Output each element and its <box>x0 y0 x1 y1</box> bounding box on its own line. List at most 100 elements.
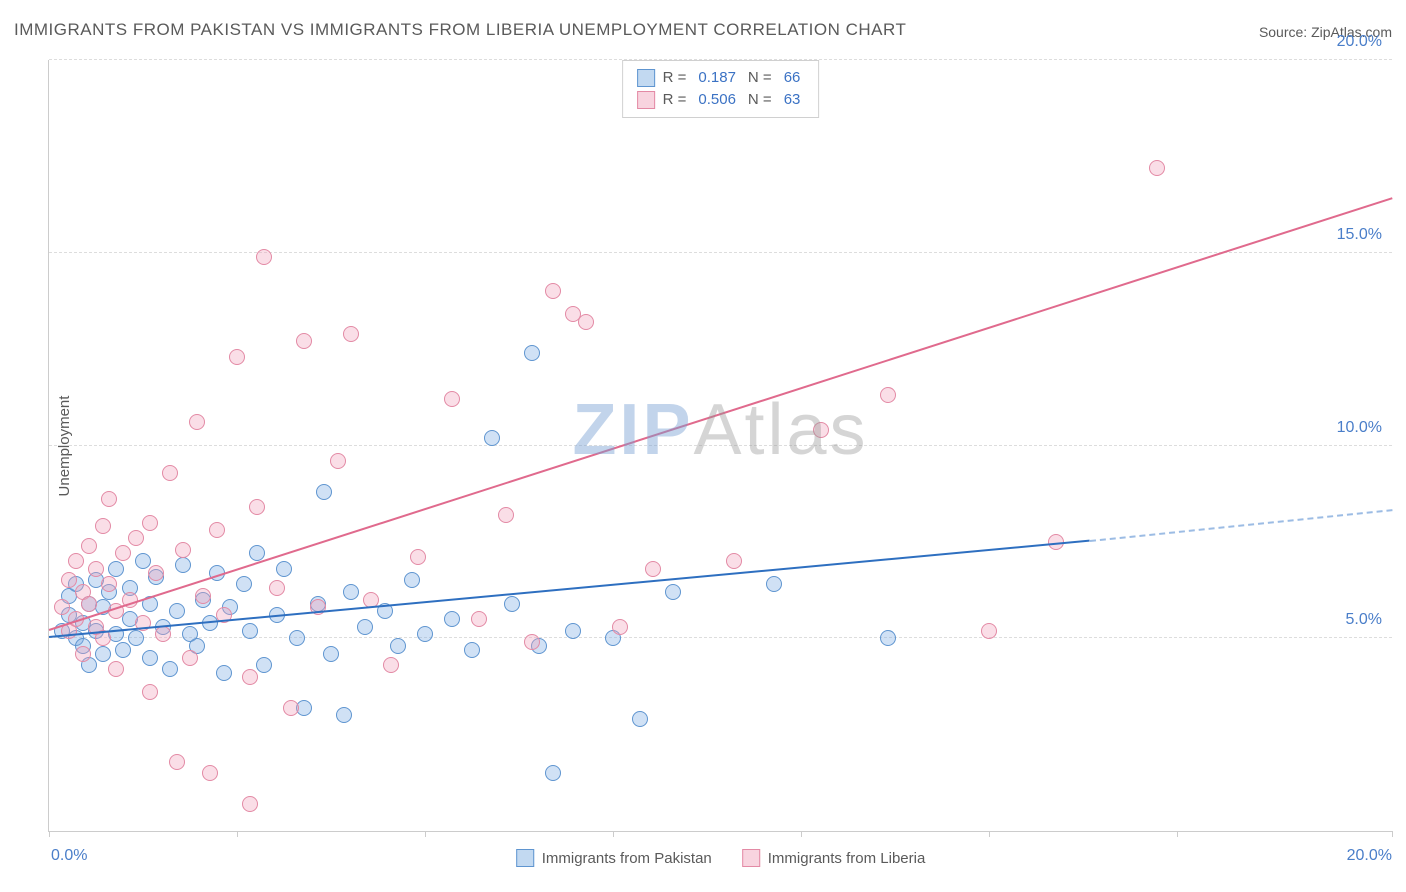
data-point-pakistan <box>545 765 561 781</box>
data-point-liberia <box>410 549 426 565</box>
swatch-liberia-icon <box>742 849 760 867</box>
data-point-pakistan <box>95 646 111 662</box>
data-point-pakistan <box>880 630 896 646</box>
data-point-liberia <box>343 326 359 342</box>
r-label: R = <box>663 67 687 89</box>
data-point-pakistan <box>404 572 420 588</box>
data-point-pakistan <box>444 611 460 627</box>
x-tick <box>425 831 426 837</box>
data-point-pakistan <box>665 584 681 600</box>
data-point-liberia <box>169 754 185 770</box>
data-point-pakistan <box>128 630 144 646</box>
plot-area: ZIPAtlas R = 0.187 N = 66 R = 0.506 N = … <box>48 60 1392 832</box>
y-tick-label: 10.0% <box>1337 419 1382 437</box>
data-point-liberia <box>175 542 191 558</box>
data-point-liberia <box>81 538 97 554</box>
data-point-liberia <box>148 565 164 581</box>
data-point-liberia <box>612 619 628 635</box>
x-tick <box>1392 831 1393 837</box>
data-point-liberia <box>545 283 561 299</box>
r-value: 0.187 <box>698 67 736 89</box>
data-point-liberia <box>242 796 258 812</box>
data-point-liberia <box>726 553 742 569</box>
data-point-pakistan <box>565 623 581 639</box>
data-point-liberia <box>1149 160 1165 176</box>
data-point-pakistan <box>216 665 232 681</box>
n-label: N = <box>748 67 772 89</box>
data-point-pakistan <box>316 484 332 500</box>
data-point-liberia <box>498 507 514 523</box>
data-point-liberia <box>981 623 997 639</box>
data-point-pakistan <box>236 576 252 592</box>
trend-line-liberia <box>49 197 1393 631</box>
x-tick <box>49 831 50 837</box>
data-point-liberia <box>256 249 272 265</box>
data-point-liberia <box>383 657 399 673</box>
legend-stats-row: R = 0.187 N = 66 <box>637 67 805 89</box>
data-point-pakistan <box>135 553 151 569</box>
data-point-liberia <box>128 530 144 546</box>
gridline <box>49 445 1392 446</box>
data-point-liberia <box>249 499 265 515</box>
data-point-liberia <box>108 661 124 677</box>
x-tick <box>237 831 238 837</box>
data-point-liberia <box>162 465 178 481</box>
y-tick-label: 20.0% <box>1337 33 1382 51</box>
data-point-liberia <box>142 515 158 531</box>
data-point-pakistan <box>417 626 433 642</box>
swatch-liberia-icon <box>637 91 655 109</box>
data-point-liberia <box>115 545 131 561</box>
data-point-liberia <box>189 414 205 430</box>
data-point-liberia <box>242 669 258 685</box>
data-point-liberia <box>95 518 111 534</box>
x-tick-label: 0.0% <box>51 847 87 865</box>
legend-label: Immigrants from Liberia <box>768 850 926 867</box>
data-point-liberia <box>68 553 84 569</box>
r-label: R = <box>663 89 687 111</box>
data-point-liberia <box>88 561 104 577</box>
data-point-liberia <box>81 596 97 612</box>
x-tick-label: 20.0% <box>1347 847 1392 865</box>
data-point-pakistan <box>162 661 178 677</box>
swatch-pakistan-icon <box>637 69 655 87</box>
data-point-liberia <box>142 684 158 700</box>
data-point-pakistan <box>175 557 191 573</box>
data-point-pakistan <box>766 576 782 592</box>
data-point-liberia <box>61 572 77 588</box>
chart-title: IMMIGRANTS FROM PAKISTAN VS IMMIGRANTS F… <box>14 20 906 40</box>
r-value: 0.506 <box>698 89 736 111</box>
data-point-pakistan <box>524 345 540 361</box>
legend-item-liberia: Immigrants from Liberia <box>742 849 926 867</box>
data-point-liberia <box>75 646 91 662</box>
watermark-atlas: Atlas <box>693 390 868 470</box>
data-point-liberia <box>471 611 487 627</box>
data-point-pakistan <box>323 646 339 662</box>
data-point-liberia <box>202 765 218 781</box>
data-point-liberia <box>296 333 312 349</box>
n-label: N = <box>748 89 772 111</box>
legend-label: Immigrants from Pakistan <box>542 850 712 867</box>
data-point-pakistan <box>256 657 272 673</box>
trend-line-dash-pakistan <box>1090 509 1392 542</box>
data-point-liberia <box>645 561 661 577</box>
y-tick-label: 15.0% <box>1337 226 1382 244</box>
data-point-pakistan <box>142 650 158 666</box>
data-point-pakistan <box>289 630 305 646</box>
data-point-liberia <box>330 453 346 469</box>
data-point-liberia <box>578 314 594 330</box>
data-point-pakistan <box>390 638 406 654</box>
data-point-liberia <box>54 599 70 615</box>
data-point-pakistan <box>484 430 500 446</box>
swatch-pakistan-icon <box>516 849 534 867</box>
data-point-liberia <box>269 580 285 596</box>
data-point-pakistan <box>504 596 520 612</box>
data-point-pakistan <box>343 584 359 600</box>
data-point-liberia <box>229 349 245 365</box>
data-point-liberia <box>195 588 211 604</box>
n-value: 66 <box>784 67 801 89</box>
data-point-pakistan <box>115 642 131 658</box>
data-point-liberia <box>283 700 299 716</box>
x-tick <box>801 831 802 837</box>
legend-stats: R = 0.187 N = 66 R = 0.506 N = 63 <box>622 60 820 118</box>
watermark-zip: ZIP <box>572 390 693 470</box>
